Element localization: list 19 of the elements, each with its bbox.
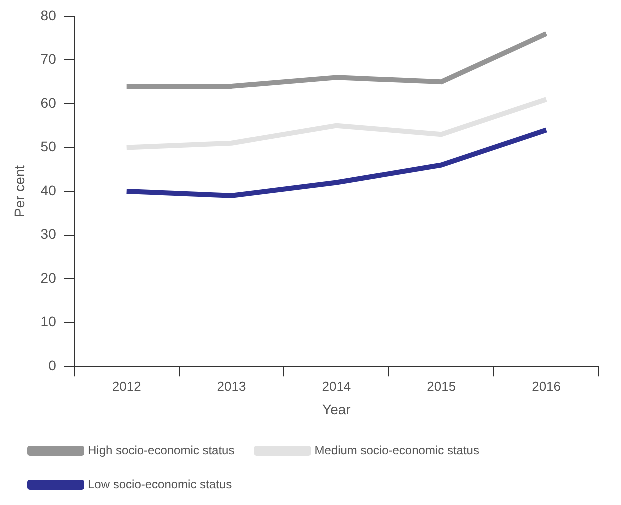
y-tick-label: 30	[40, 226, 57, 242]
x-tick-label: 2015	[427, 378, 456, 394]
x-tick-label: 2013	[217, 378, 246, 394]
x-tick-label: 2016	[532, 378, 561, 394]
y-axis-title: Per cent	[11, 165, 28, 218]
y-tick-label: 0	[48, 357, 57, 374]
x-axis-title: Year	[322, 401, 352, 418]
y-tick-label: 70	[40, 51, 57, 68]
y-tick-label: 50	[40, 138, 57, 155]
y-tick-label: 10	[40, 314, 57, 330]
x-tick-label: 2014	[322, 378, 352, 394]
x-tick-label: 2012	[112, 378, 142, 394]
y-tick-label: 60	[40, 94, 57, 111]
legend-label: High socio-economic status	[88, 443, 235, 458]
legend-label: Medium socio-economic status	[314, 443, 480, 458]
y-tick-label: 80	[40, 7, 57, 24]
y-tick-label: 40	[40, 182, 57, 198]
y-tick-label: 20	[40, 270, 57, 286]
legend-label: Low socio-economic status	[88, 477, 232, 492]
